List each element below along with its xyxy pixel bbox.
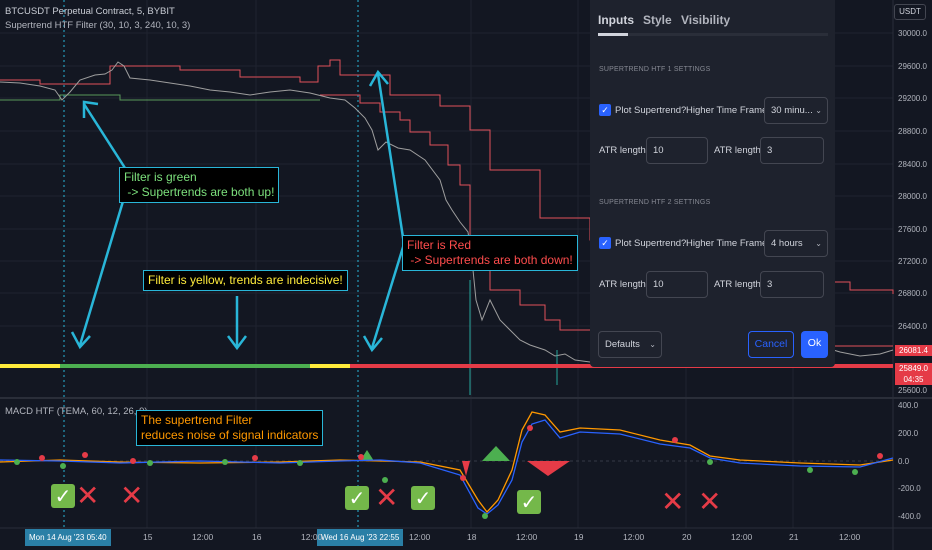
- atr1-label: ATR length: [599, 145, 646, 156]
- time-label: 12:00: [409, 532, 431, 542]
- plot-htf2-checkbox[interactable]: ✓: [599, 237, 611, 249]
- chevron-down-icon: ⌄: [815, 239, 822, 248]
- currency-button[interactable]: USDT: [894, 4, 926, 20]
- tab-underline: [598, 33, 828, 36]
- macd-axis-label: -400.0: [898, 512, 921, 521]
- time-label: 12:00: [731, 532, 753, 542]
- plot-htf1-checkbox[interactable]: ✓: [599, 104, 611, 116]
- macd-legend[interactable]: MACD HTF (TEMA, 60, 12, 26, 9): [5, 406, 148, 417]
- cross-mark-icon: ✕: [661, 485, 685, 518]
- annotation-red-filter: Filter is Red -> Supertrends are both do…: [402, 235, 578, 271]
- plot-htf1-label: Plot Supertrend?: [615, 105, 687, 116]
- ok-button[interactable]: Ok: [801, 331, 828, 358]
- countdown-badge: 04:35: [895, 374, 932, 385]
- price-label: 30000.0: [898, 29, 927, 38]
- time-label: 12:00: [192, 532, 214, 542]
- atr2-input[interactable]: 10: [646, 271, 708, 298]
- price-label: 25600.0: [898, 386, 927, 395]
- plot-htf2-label: Plot Supertrend?: [615, 238, 687, 249]
- macd-axis-label: 400.0: [898, 401, 919, 410]
- macd-axis-label: -200.0: [898, 484, 921, 493]
- check-mark-icon: ✓: [345, 486, 369, 510]
- tab-style[interactable]: Style: [643, 13, 672, 27]
- price-label: 27600.0: [898, 225, 927, 234]
- time-label: 15: [143, 532, 153, 542]
- time-label: 21: [789, 532, 799, 542]
- section-htf2: SUPERTREND HTF 2 SETTINGS: [599, 199, 711, 206]
- tf1-label: Higher Time Frame: [686, 105, 768, 116]
- cross-mark-icon: ✕: [76, 479, 100, 512]
- cross-mark-icon: ✕: [698, 485, 722, 518]
- tf2-label: Higher Time Frame: [686, 238, 768, 249]
- price-label: 28800.0: [898, 127, 927, 136]
- time-label: 19: [574, 532, 584, 542]
- time-label: 12:00: [623, 532, 645, 542]
- tf1-select[interactable]: 30 minu... ⌄: [764, 97, 828, 124]
- mult1-input[interactable]: 3: [760, 137, 824, 164]
- symbol-title[interactable]: BTCUSDT Perpetual Contract, 5, BYBIT: [5, 6, 175, 17]
- price-label: 28000.0: [898, 192, 927, 201]
- time-label: 12:00: [516, 532, 538, 542]
- price-label: 29200.0: [898, 94, 927, 103]
- tf2-value: 4 hours: [771, 238, 803, 249]
- tf1-value: 30 minu...: [771, 105, 813, 116]
- chevron-down-icon: ⌄: [649, 340, 656, 349]
- cancel-button[interactable]: Cancel: [748, 331, 794, 358]
- crosshair-time-badge: Wed 16 Aug '23 22:55: [317, 529, 404, 546]
- defaults-dropdown[interactable]: Defaults ⌄: [598, 331, 662, 358]
- chevron-down-icon: ⌄: [815, 106, 822, 115]
- mult2-label: ATR length: [714, 279, 761, 290]
- cross-mark-icon: ✕: [120, 479, 144, 512]
- indicator-legend[interactable]: Supertrend HTF Filter (30, 10, 3, 240, 1…: [5, 20, 191, 31]
- time-label: 18: [467, 532, 477, 542]
- check-mark-icon: ✓: [411, 486, 435, 510]
- tab-active-indicator: [598, 33, 628, 36]
- section-htf1: SUPERTREND HTF 1 SETTINGS: [599, 66, 711, 73]
- time-label: 12:00: [301, 532, 323, 542]
- mult2-input[interactable]: 3: [760, 271, 824, 298]
- cross-mark-icon: ✕: [375, 481, 399, 514]
- price-label: 26400.0: [898, 322, 927, 331]
- supertrend-htf-up-line: [0, 94, 320, 101]
- atr2-label: ATR length: [599, 279, 646, 290]
- price-label: 29600.0: [898, 62, 927, 71]
- price-label: 27200.0: [898, 257, 927, 266]
- current-price-badge: 25849.0: [895, 363, 932, 374]
- time-label: 16: [252, 532, 262, 542]
- tab-visibility[interactable]: Visibility: [681, 13, 731, 27]
- macd-axis-label: 200.0: [898, 429, 919, 438]
- tf2-select[interactable]: 4 hours ⌄: [764, 230, 828, 257]
- macd-line: [0, 419, 894, 515]
- mult1-label: ATR length: [714, 145, 761, 156]
- indicator-settings-dialog: Inputs Style Visibility SUPERTREND HTF 1…: [590, 0, 835, 367]
- macd-signal-line: [0, 411, 894, 514]
- upper-price-badge: 26081.4: [895, 345, 932, 356]
- check-mark-icon: ✓: [517, 490, 541, 514]
- annotation-macd: The supertrend Filter reduces noise of s…: [136, 410, 324, 446]
- time-label: 12:00: [839, 532, 861, 542]
- tab-inputs[interactable]: Inputs: [598, 13, 634, 27]
- crosshair-time-badge: Mon 14 Aug '23 05:40: [25, 529, 111, 546]
- defaults-label: Defaults: [605, 339, 640, 350]
- annotation-yellow-filter: Filter is yellow, trends are indecisive!: [143, 270, 348, 291]
- time-label: 20: [682, 532, 692, 542]
- atr1-input[interactable]: 10: [646, 137, 708, 164]
- macd-axis-label: 0.0: [898, 457, 910, 466]
- price-label: 26800.0: [898, 289, 927, 298]
- price-label: 28400.0: [898, 160, 927, 169]
- annotation-green-filter: Filter is green -> Supertrends are both …: [119, 167, 280, 203]
- check-mark-icon: ✓: [51, 484, 75, 508]
